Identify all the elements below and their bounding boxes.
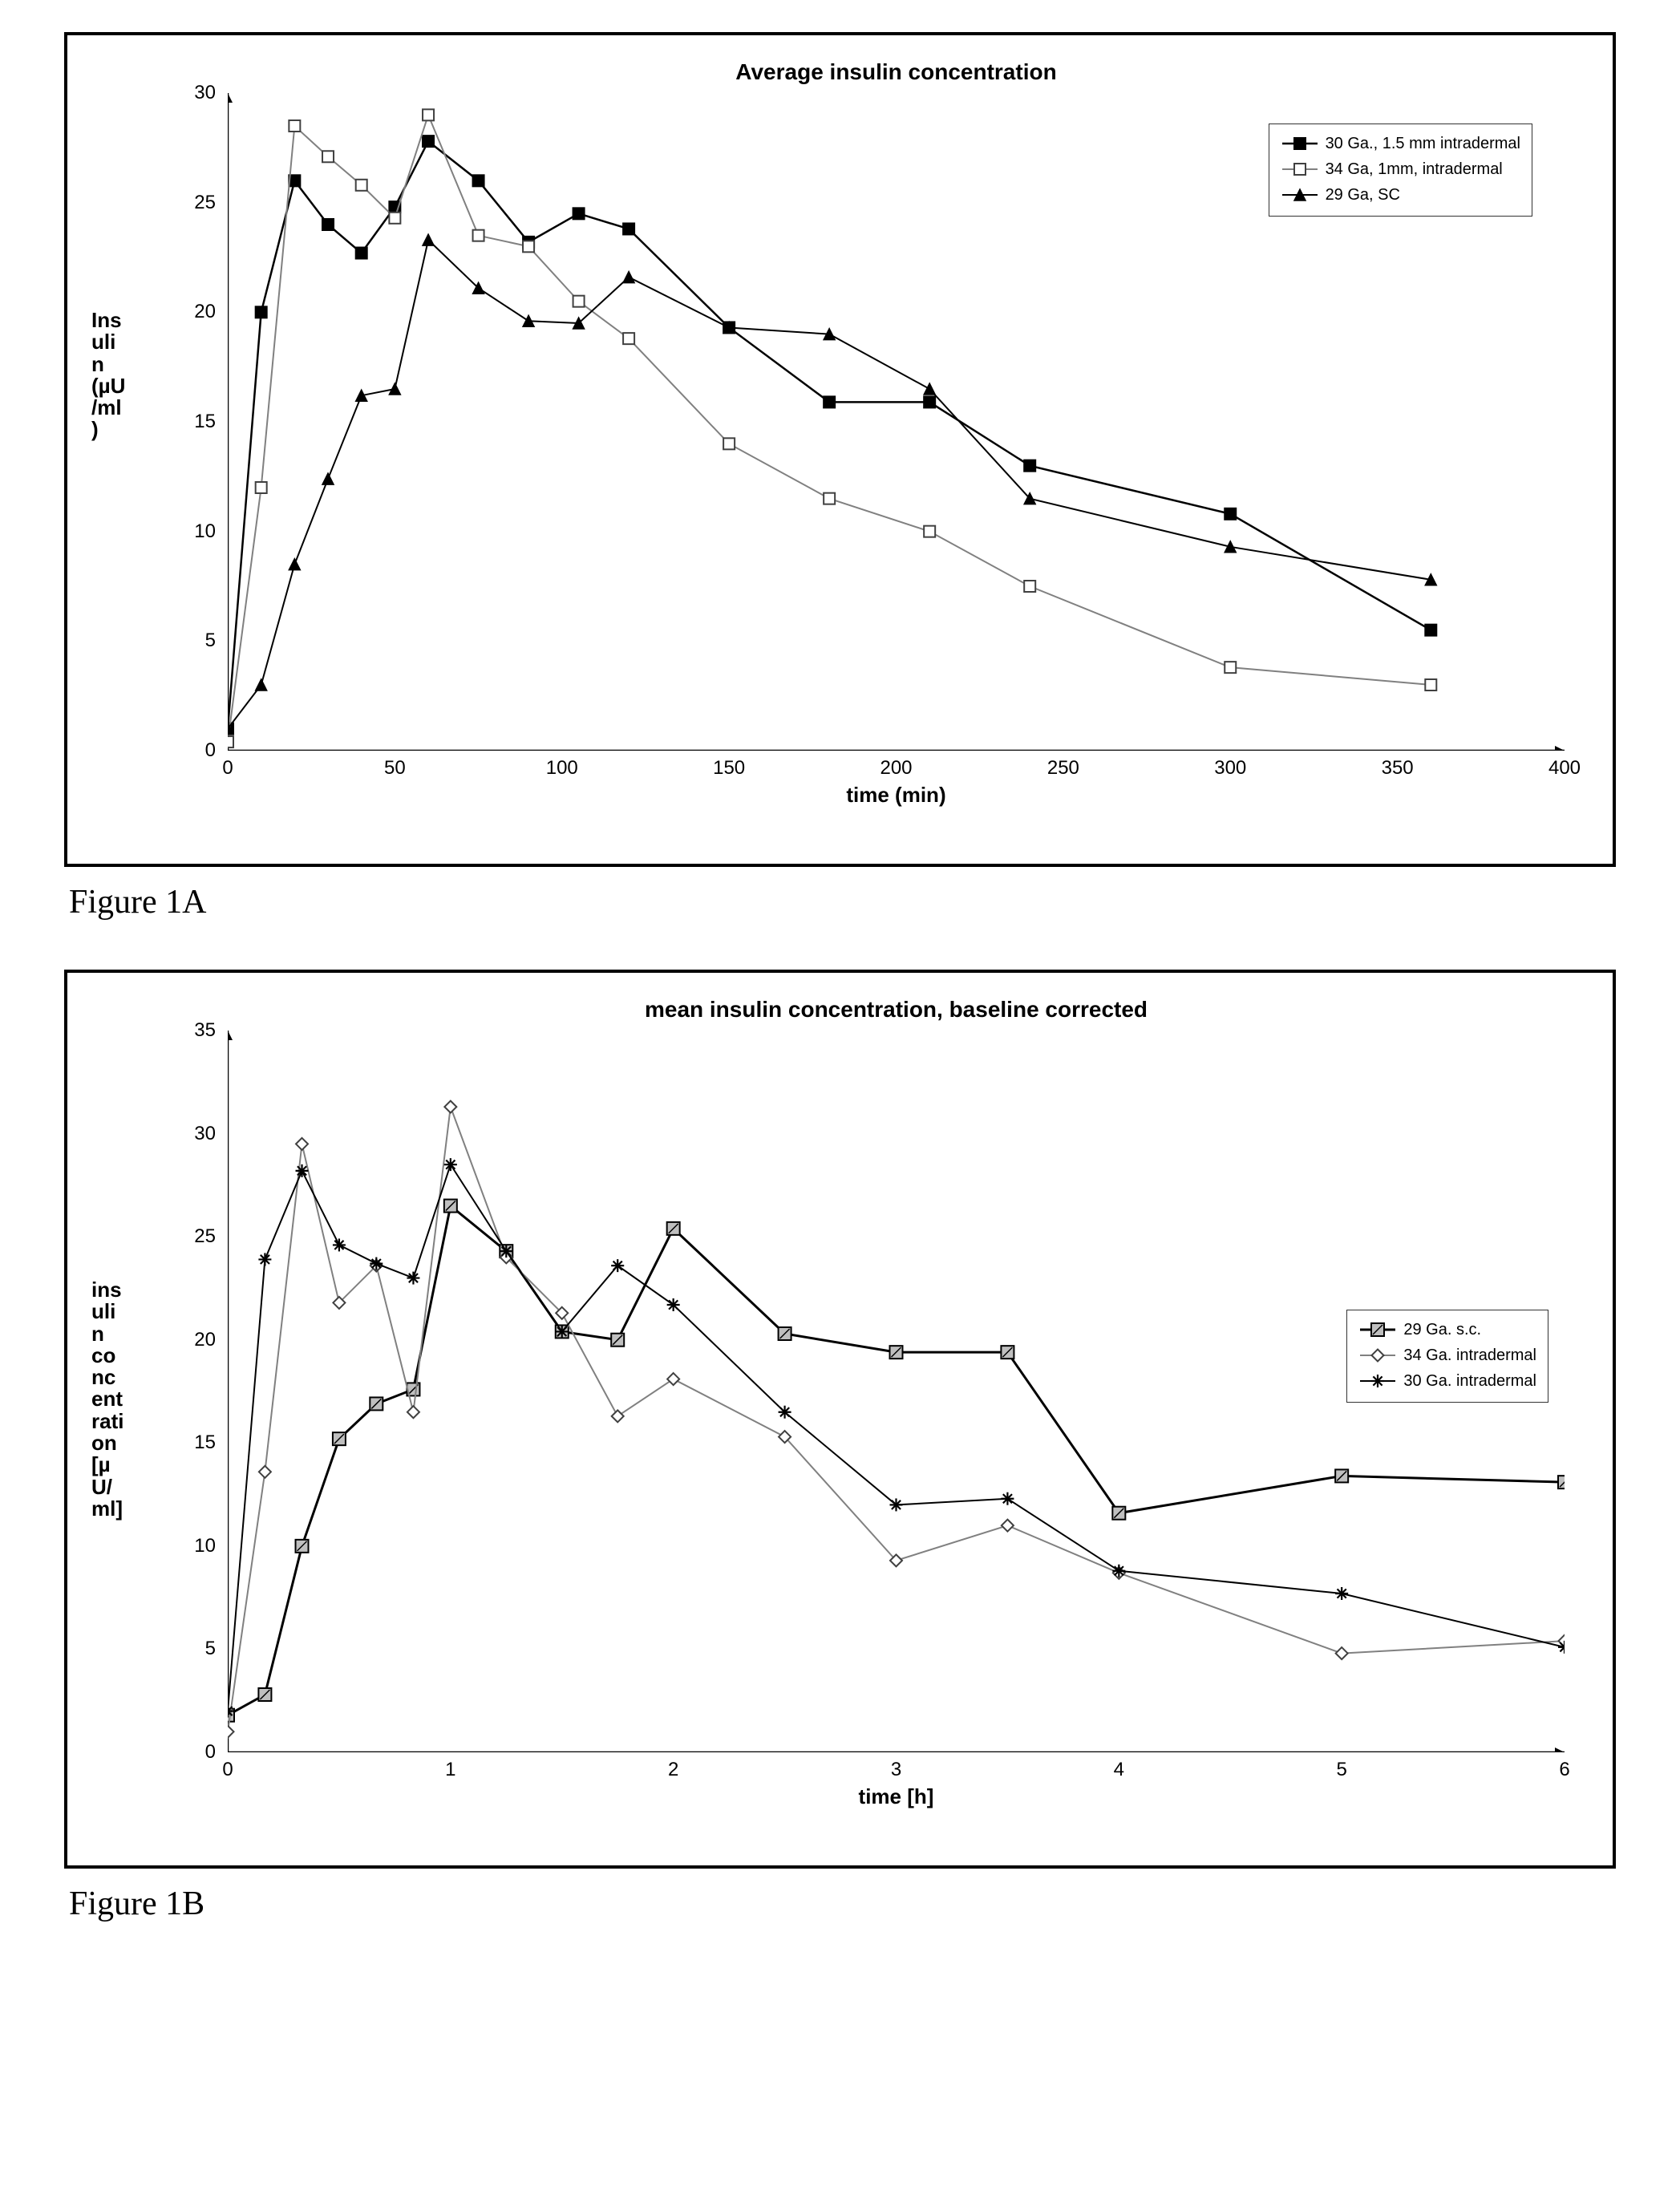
series-line [228, 141, 1431, 729]
figureA-frame: Average insulin concentration Insulin(µU… [64, 32, 1616, 867]
xtick-label: 100 [546, 757, 578, 780]
ytick-label: 10 [152, 520, 216, 543]
xtick-label: 5 [1336, 1759, 1346, 1781]
xtick-label: 0 [222, 757, 233, 780]
legend-item: 29 Ga, SC [1281, 182, 1520, 208]
ytick-label: 20 [152, 1329, 216, 1351]
chart-legend: 29 Ga. s.c.34 Ga. intradermal30 Ga. intr… [1346, 1310, 1548, 1403]
series-line [228, 1206, 1565, 1715]
ytick-label: 10 [152, 1535, 216, 1557]
legend-item: 30 Ga., 1.5 mm intradermal [1281, 131, 1520, 156]
ytick-label: 5 [152, 1638, 216, 1660]
figureB-title: mean insulin concentration, baseline cor… [228, 997, 1565, 1023]
figureB-frame: mean insulin concentration, baseline cor… [64, 970, 1616, 1869]
xtick-label: 300 [1214, 757, 1246, 780]
xtick-label: 6 [1559, 1759, 1569, 1781]
ytick-label: 15 [152, 411, 216, 433]
chart-legend: 30 Ga., 1.5 mm intradermal34 Ga, 1mm, in… [1269, 124, 1532, 217]
ytick-label: 35 [152, 1019, 216, 1042]
legend-item: 29 Ga. s.c. [1358, 1317, 1536, 1343]
xtick-label: 3 [891, 1759, 901, 1781]
legend-label: 29 Ga. s.c. [1403, 1317, 1481, 1343]
legend-item: 30 Ga. intradermal [1358, 1368, 1536, 1394]
xtick-label: 0 [222, 1759, 233, 1781]
figureA-ylabel: Insulin(µU/ml) [91, 310, 140, 441]
figureA-caption: Figure 1A [69, 883, 1616, 921]
ytick-label: 20 [152, 301, 216, 323]
figureA-xlabel: time (min) [228, 783, 1565, 808]
figureB-ylabel: insulinconcentration[µU/ml] [91, 1279, 140, 1520]
legend-label: 30 Ga. intradermal [1403, 1368, 1536, 1394]
legend-label: 34 Ga. intradermal [1403, 1343, 1536, 1368]
xtick-label: 150 [713, 757, 745, 780]
ytick-label: 0 [152, 739, 216, 762]
legend-label: 29 Ga, SC [1326, 182, 1400, 208]
ytick-label: 25 [152, 192, 216, 214]
legend-label: 30 Ga., 1.5 mm intradermal [1326, 131, 1520, 156]
page: Average insulin concentration Insulin(µU… [0, 0, 1680, 2035]
series-line [228, 1164, 1565, 1711]
series-line [228, 115, 1431, 742]
ytick-label: 5 [152, 630, 216, 652]
xtick-label: 50 [384, 757, 406, 780]
figureA-title: Average insulin concentration [228, 59, 1565, 85]
ytick-label: 15 [152, 1432, 216, 1454]
legend-label: 34 Ga, 1mm, intradermal [1326, 156, 1503, 182]
xtick-label: 400 [1548, 757, 1581, 780]
xtick-label: 1 [445, 1759, 455, 1781]
xtick-label: 250 [1047, 757, 1079, 780]
xtick-label: 350 [1382, 757, 1414, 780]
ytick-label: 0 [152, 1741, 216, 1764]
xtick-label: 200 [880, 757, 912, 780]
xtick-label: 4 [1114, 1759, 1124, 1781]
ytick-label: 30 [152, 82, 216, 104]
series-line [228, 240, 1431, 729]
legend-item: 34 Ga, 1mm, intradermal [1281, 156, 1520, 182]
ytick-label: 25 [152, 1225, 216, 1248]
figureB-caption: Figure 1B [69, 1885, 1616, 1923]
figureB-xlabel: time [h] [228, 1784, 1565, 1809]
legend-item: 34 Ga. intradermal [1358, 1343, 1536, 1368]
ytick-label: 30 [152, 1123, 216, 1145]
series-line [228, 1107, 1565, 1731]
xtick-label: 2 [668, 1759, 678, 1781]
